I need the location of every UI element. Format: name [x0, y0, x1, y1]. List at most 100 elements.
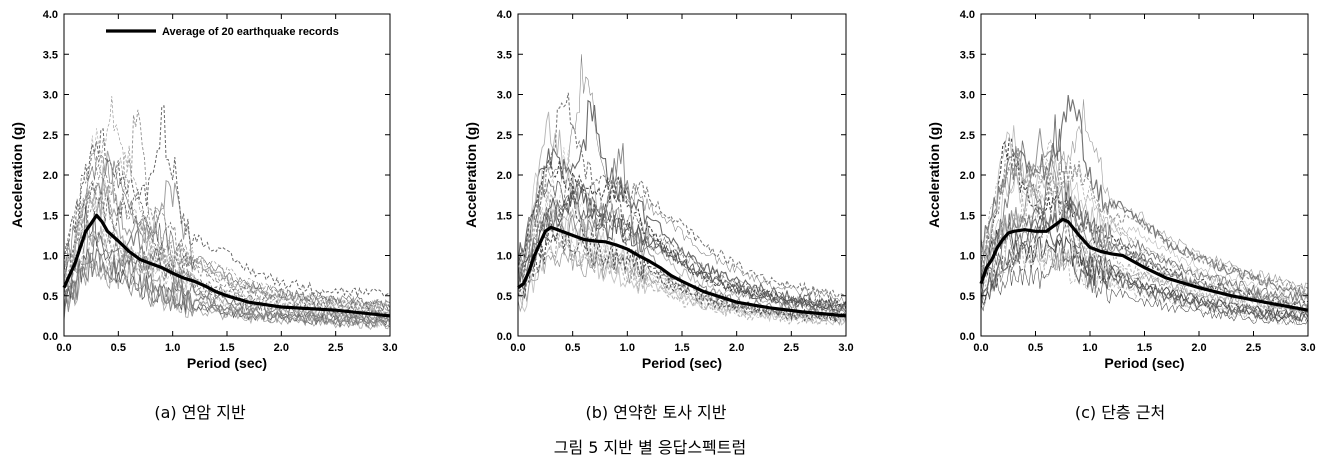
chart-panel-1: 0.0 0.5 1.0 1.5 2.0 2.5 3.0 3.5 4.0 0.0 0.5 1.0 1.5 2…	[9, 9, 398, 422]
record-trace-16	[63, 227, 391, 326]
average-series-line	[979, 217, 1309, 312]
y-tick-label: 0.0	[43, 331, 58, 343]
record-trace-6	[980, 95, 1309, 298]
record-trace-16	[980, 206, 1309, 323]
record-trace-17	[980, 191, 1309, 326]
x-tick-label: 1.0	[620, 342, 635, 354]
record-trace-16	[517, 54, 847, 304]
x-axis-label: Period (sec)	[642, 355, 722, 371]
y-tick-label: 3.0	[497, 90, 512, 102]
x-tick-label: 3.0	[1300, 342, 1315, 354]
y-tick-label: 1.0	[43, 251, 58, 263]
record-trace-9	[517, 173, 847, 324]
average-series-line	[62, 213, 391, 318]
record-trace-1	[63, 177, 391, 312]
y-tick-label: 3.0	[43, 90, 58, 102]
record-trace-19	[63, 252, 391, 329]
y-tick-label: 4.0	[497, 9, 512, 21]
record-trace-11	[980, 195, 1309, 312]
x-tick-label: 2.0	[729, 342, 744, 354]
record-trace-10	[980, 165, 1309, 300]
y-axis-label: Acceleration (g)	[9, 122, 25, 228]
x-tick-label: 0.0	[510, 342, 525, 354]
record-trace-13	[980, 147, 1309, 297]
x-tick-label: 2.5	[784, 342, 799, 354]
y-tick-label: 3.5	[497, 49, 512, 61]
panel-caption: (c) 단층 근처	[1075, 403, 1165, 422]
y-tick-label: 1.5	[43, 210, 58, 222]
y-axis-label: Acceleration (g)	[463, 122, 479, 228]
plot-frame	[63, 13, 391, 337]
record-trace-5	[63, 258, 391, 331]
y-tick-label: 2.0	[497, 170, 512, 182]
record-trace-11	[63, 145, 391, 312]
record-trace-14	[980, 225, 1309, 314]
record-trace-12	[63, 251, 391, 327]
y-axis-label: Acceleration (g)	[926, 122, 942, 228]
record-trace-13	[517, 159, 847, 311]
record-trace-6	[517, 147, 847, 322]
x-tick-label: 3.0	[838, 342, 853, 354]
x-tick-label: 0.5	[1028, 342, 1043, 354]
record-trace-2	[980, 137, 1309, 312]
panel-caption: (b) 연약한 토사 지반	[586, 403, 727, 422]
legend-label: Average of 20 earthquake records	[162, 26, 339, 38]
y-tick-label: 0.5	[43, 291, 58, 303]
record-trace-14	[63, 96, 391, 309]
record-trace-19	[517, 186, 847, 314]
y-tick-label: 3.0	[960, 90, 975, 102]
chart-panel-2: 0.0 0.5 1.0 1.5 2.0 2.5 3.0 3.5 4.0 0.0 0.5 1.0 1.5 2…	[463, 9, 854, 422]
record-trace-18	[517, 185, 847, 323]
record-trace-20	[63, 105, 391, 299]
figure-caption: 그림 5 지반 별 응답스펙트럼	[554, 438, 746, 457]
x-tick-label: 1.5	[219, 342, 234, 354]
chart-panel-3: 0.0 0.5 1.0 1.5 2.0 2.5 3.0 3.5 4.0 0.0 0.5 1.0 1.5 2…	[926, 9, 1316, 422]
y-tick-label: 0.0	[960, 331, 975, 343]
y-tick-label: 1.0	[960, 251, 975, 263]
y-tick-label: 0.0	[497, 331, 512, 343]
record-trace-3	[63, 109, 391, 313]
x-axis-label: Period (sec)	[187, 355, 267, 371]
y-tick-label: 1.5	[960, 210, 975, 222]
panel-caption: (a) 연암 지반	[154, 403, 246, 422]
record-trace-18	[63, 207, 391, 324]
record-traces	[517, 54, 847, 327]
x-tick-label: 2.5	[328, 342, 343, 354]
y-tick-label: 2.5	[960, 130, 975, 142]
y-tick-label: 0.5	[960, 291, 975, 303]
x-tick-label: 0.5	[111, 342, 126, 354]
record-trace-11	[517, 178, 847, 310]
record-trace-6	[63, 204, 391, 328]
record-trace-4	[517, 209, 847, 322]
record-trace-4	[63, 154, 391, 309]
x-tick-label: 1.5	[674, 342, 689, 354]
record-trace-7	[63, 151, 391, 312]
record-trace-15	[517, 180, 847, 313]
x-tick-label: 0.0	[56, 342, 71, 354]
y-tick-label: 2.5	[497, 130, 512, 142]
record-trace-12	[980, 140, 1309, 307]
average-series-line	[517, 225, 847, 318]
record-trace-20	[980, 222, 1309, 315]
x-tick-label: 1.5	[1137, 342, 1152, 354]
y-tick-label: 4.0	[960, 9, 975, 21]
record-trace-1	[980, 180, 1309, 326]
record-trace-20	[517, 143, 847, 320]
record-trace-15	[63, 128, 391, 322]
y-tick-label: 3.5	[43, 49, 58, 61]
x-tick-label: 0.0	[973, 342, 988, 354]
x-tick-label: 2.5	[1246, 342, 1261, 354]
x-tick-label: 3.0	[382, 342, 397, 354]
record-trace-5	[517, 191, 847, 327]
x-tick-label: 2.0	[1191, 342, 1206, 354]
record-trace-19	[980, 114, 1309, 319]
record-trace-8	[980, 180, 1309, 322]
x-tick-label: 1.0	[165, 342, 180, 354]
y-tick-label: 2.0	[960, 170, 975, 182]
y-tick-label: 1.0	[497, 251, 512, 263]
y-tick-label: 2.5	[43, 130, 58, 142]
y-tick-label: 4.0	[43, 9, 58, 21]
y-tick-label: 1.5	[497, 210, 512, 222]
x-tick-label: 0.5	[565, 342, 580, 354]
